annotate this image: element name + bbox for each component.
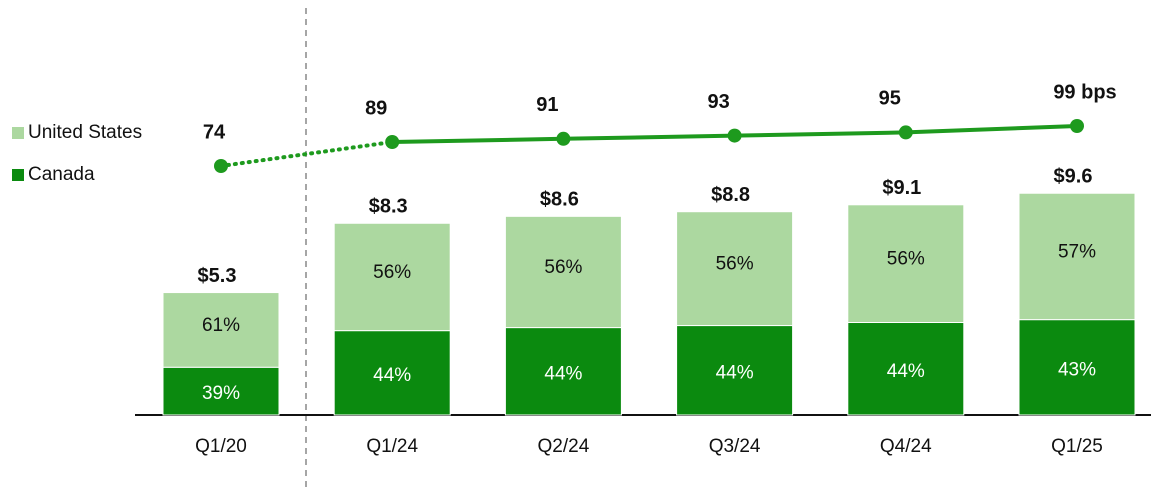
line-label: 89 (365, 97, 387, 119)
bar-segment (162, 366, 280, 416)
x-tick-label: Q4/24 (880, 436, 932, 457)
x-tick-label: Q2/24 (538, 436, 590, 457)
total-label: $8.3 (369, 196, 408, 218)
x-tick-label: Q1/24 (366, 436, 418, 457)
segment-label: 56% (887, 249, 925, 270)
total-label: $8.6 (540, 189, 579, 211)
segment-label: 56% (544, 257, 582, 278)
line-label: 74 (203, 121, 226, 143)
bar-segment (676, 325, 794, 416)
bar-segment (162, 292, 280, 368)
legend-label: United States (28, 122, 142, 143)
bar-segment (1018, 192, 1136, 321)
legend-swatch (12, 169, 24, 181)
line-point (385, 135, 400, 149)
x-tick-label: Q1/25 (1051, 436, 1103, 457)
line-label: 99 bps (1053, 81, 1116, 103)
line-point (727, 128, 742, 143)
bar-segment (504, 215, 622, 329)
total-label: $8.8 (711, 184, 750, 206)
segment-label: 56% (716, 254, 754, 275)
line-dotted (219, 140, 395, 168)
bar-segment (847, 204, 965, 324)
segment-label: 44% (373, 365, 411, 386)
segment-label: 57% (1058, 241, 1096, 262)
bar-segment (333, 330, 451, 416)
bar-segment (333, 222, 451, 332)
bar-segment (847, 322, 965, 416)
legend-swatch (12, 127, 24, 139)
line-point (1070, 119, 1084, 133)
total-label: $9.6 (1054, 166, 1093, 188)
bar-segment (676, 211, 794, 327)
segment-label: 43% (1058, 359, 1096, 380)
bar-segment (1018, 319, 1136, 416)
line-point (556, 131, 571, 146)
total-label: $5.3 (198, 265, 237, 287)
segment-label: 44% (887, 361, 925, 382)
total-label: $9.1 (882, 177, 921, 199)
line-label: 93 (707, 91, 729, 113)
segment-label: 44% (544, 363, 582, 384)
legend-label: Canada (28, 164, 95, 185)
segment-label: 56% (373, 262, 411, 283)
segment-label: 61% (202, 315, 240, 336)
line-label: 91 (536, 94, 558, 116)
x-tick-label: Q3/24 (709, 436, 761, 457)
line-point (898, 125, 913, 140)
segment-label: 44% (716, 362, 754, 383)
segment-label: 39% (202, 383, 240, 404)
x-tick-label: Q1/20 (195, 436, 247, 457)
line-point (214, 159, 228, 173)
line-label: 95 (879, 88, 901, 110)
